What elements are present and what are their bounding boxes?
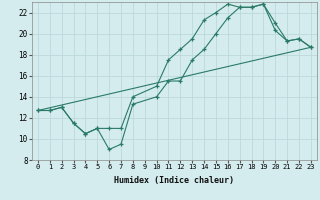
X-axis label: Humidex (Indice chaleur): Humidex (Indice chaleur): [115, 176, 234, 185]
